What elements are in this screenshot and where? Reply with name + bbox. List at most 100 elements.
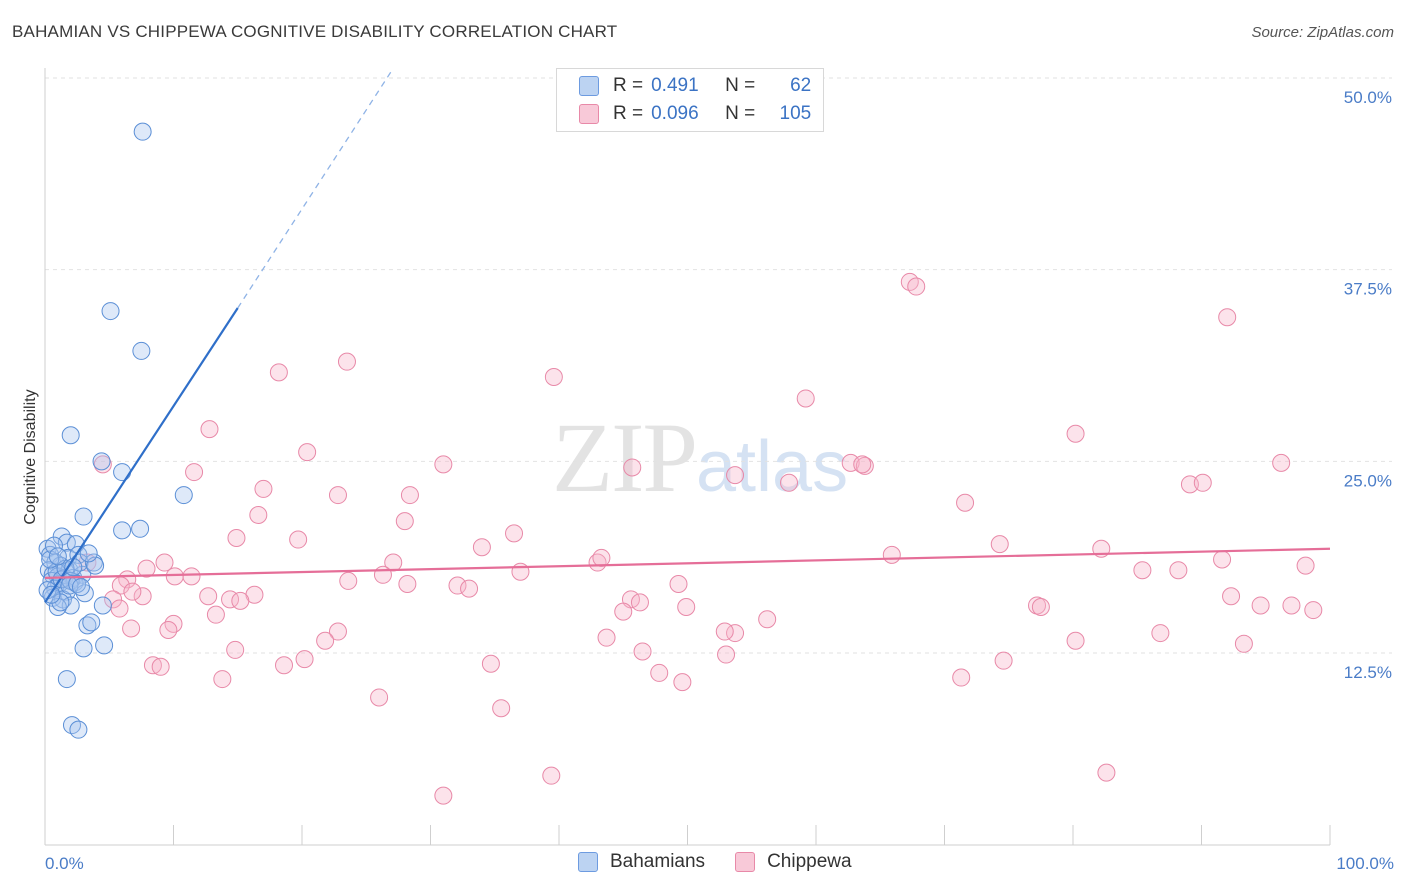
chippewa-point — [110, 599, 129, 618]
chippewa-point — [337, 352, 356, 371]
chippewa-point — [328, 486, 347, 505]
bahamians-point — [133, 122, 152, 141]
bahamians-trend-line — [44, 307, 239, 604]
chippewa-point — [370, 688, 389, 707]
chippewa-points — [78, 272, 1323, 805]
chippewa-point — [481, 654, 500, 673]
chippewa-point — [1282, 596, 1301, 615]
stats-legend: R = 0.491 N = 62 R = 0.096 N = 105 — [556, 68, 824, 132]
chippewa-point — [1097, 763, 1116, 782]
chippewa-point — [460, 579, 479, 598]
gridlines — [45, 77, 1392, 654]
chippewa-point — [1169, 561, 1188, 580]
chippewa-point — [673, 673, 692, 692]
chippewa-point — [93, 455, 112, 474]
chippewa-point — [952, 668, 971, 687]
bahamians-point — [174, 486, 193, 505]
n-label: N = — [725, 103, 756, 124]
chippewa-point — [373, 565, 392, 584]
chippewa-point — [275, 656, 294, 675]
chippewa-point — [630, 593, 649, 612]
chippewa-point — [677, 598, 696, 616]
chippewa-point — [133, 587, 152, 606]
chippewa-point — [853, 455, 872, 474]
y-tick-label: 25.0% — [1344, 471, 1392, 490]
watermark: ZIPatlas — [552, 400, 848, 515]
y-tick-label: 12.5% — [1344, 663, 1392, 682]
n-label: N = — [725, 75, 756, 96]
bahamians-point — [113, 463, 132, 482]
y-tick-label: 50.0% — [1344, 88, 1392, 107]
series-legend: Bahamians Chippewa — [578, 851, 882, 873]
bahamians-point — [62, 716, 81, 735]
chippewa-point — [289, 530, 308, 549]
chippewa-point — [669, 575, 688, 593]
y-tick-label: 37.5% — [1344, 280, 1392, 299]
chippewa-point — [717, 645, 736, 664]
chippewa-point — [1031, 598, 1050, 616]
chippewa-point — [137, 559, 156, 578]
chippewa-point — [907, 277, 926, 296]
legend-label-bahamians: Bahamians — [610, 851, 706, 872]
legend-item-chippewa: Chippewa — [735, 851, 852, 873]
axes — [44, 68, 1331, 846]
chippewa-point — [597, 628, 616, 647]
chippewa-point — [633, 642, 652, 661]
r-label: R = — [613, 75, 644, 96]
bahamians-point — [79, 544, 98, 563]
chippewa-point — [1234, 634, 1253, 653]
chippewa-point — [542, 766, 561, 785]
x-tick-label: 0.0% — [45, 854, 84, 873]
chippewa-point — [1222, 587, 1241, 606]
chippewa-point — [328, 622, 347, 641]
tick-labels: 12.5% 25.0% 37.5% 50.0% 0.0% 100.0% Cognitive … — [22, 88, 1394, 873]
chippewa-point — [544, 368, 563, 386]
chippewa-trend-line — [44, 547, 1331, 579]
chippewa-point — [780, 473, 799, 492]
bahamians-points — [38, 122, 193, 739]
bahamians-swatch-icon — [579, 76, 599, 96]
bahamians-point — [61, 596, 80, 615]
bahamians-point — [131, 519, 150, 538]
trend-lines — [44, 69, 1331, 604]
watermark-atlas: atlas — [696, 427, 849, 507]
chippewa-point — [434, 455, 453, 474]
legend-label-chippewa: Chippewa — [767, 851, 852, 872]
chippewa-point — [1272, 453, 1291, 472]
chippewa-point — [1218, 308, 1237, 327]
chippewa-point — [994, 651, 1013, 670]
chippewa-point — [614, 602, 633, 621]
chippewa-point — [185, 463, 204, 482]
chippewa-point — [206, 605, 225, 624]
chippewa-point — [1193, 473, 1212, 492]
bahamians-point — [52, 527, 71, 546]
chippewa-point — [990, 535, 1009, 554]
chippewa-point — [254, 479, 273, 498]
bahamians-point — [61, 426, 80, 445]
chippewa-point — [1304, 601, 1323, 620]
chippewa-point — [650, 663, 669, 682]
chippewa-point — [1066, 631, 1085, 650]
chippewa-point — [395, 512, 414, 531]
chippewa-point — [434, 786, 453, 805]
bahamians-point — [95, 636, 114, 655]
chippewa-point — [164, 614, 183, 633]
chippewa-point — [623, 458, 642, 477]
chart-title: BAHAMIAN VS CHIPPEWA COGNITIVE DISABILIT… — [12, 22, 618, 41]
chippewa-point — [249, 506, 268, 524]
chippewa-point — [295, 650, 314, 669]
chippewa-point — [159, 621, 178, 639]
chippewa-point — [200, 420, 219, 439]
chippewa-point — [151, 657, 170, 676]
bahamians-point — [101, 302, 120, 321]
chippewa-point — [339, 571, 358, 590]
bahamians-point — [57, 670, 76, 689]
chippewa-point — [143, 656, 162, 675]
bahamians-point — [82, 613, 101, 632]
chippewa-point — [882, 545, 901, 564]
bahamians-point — [71, 578, 90, 597]
r-value: 0.491 — [651, 75, 699, 96]
chippewa-point — [1133, 561, 1152, 580]
bahamians-point — [69, 720, 88, 739]
